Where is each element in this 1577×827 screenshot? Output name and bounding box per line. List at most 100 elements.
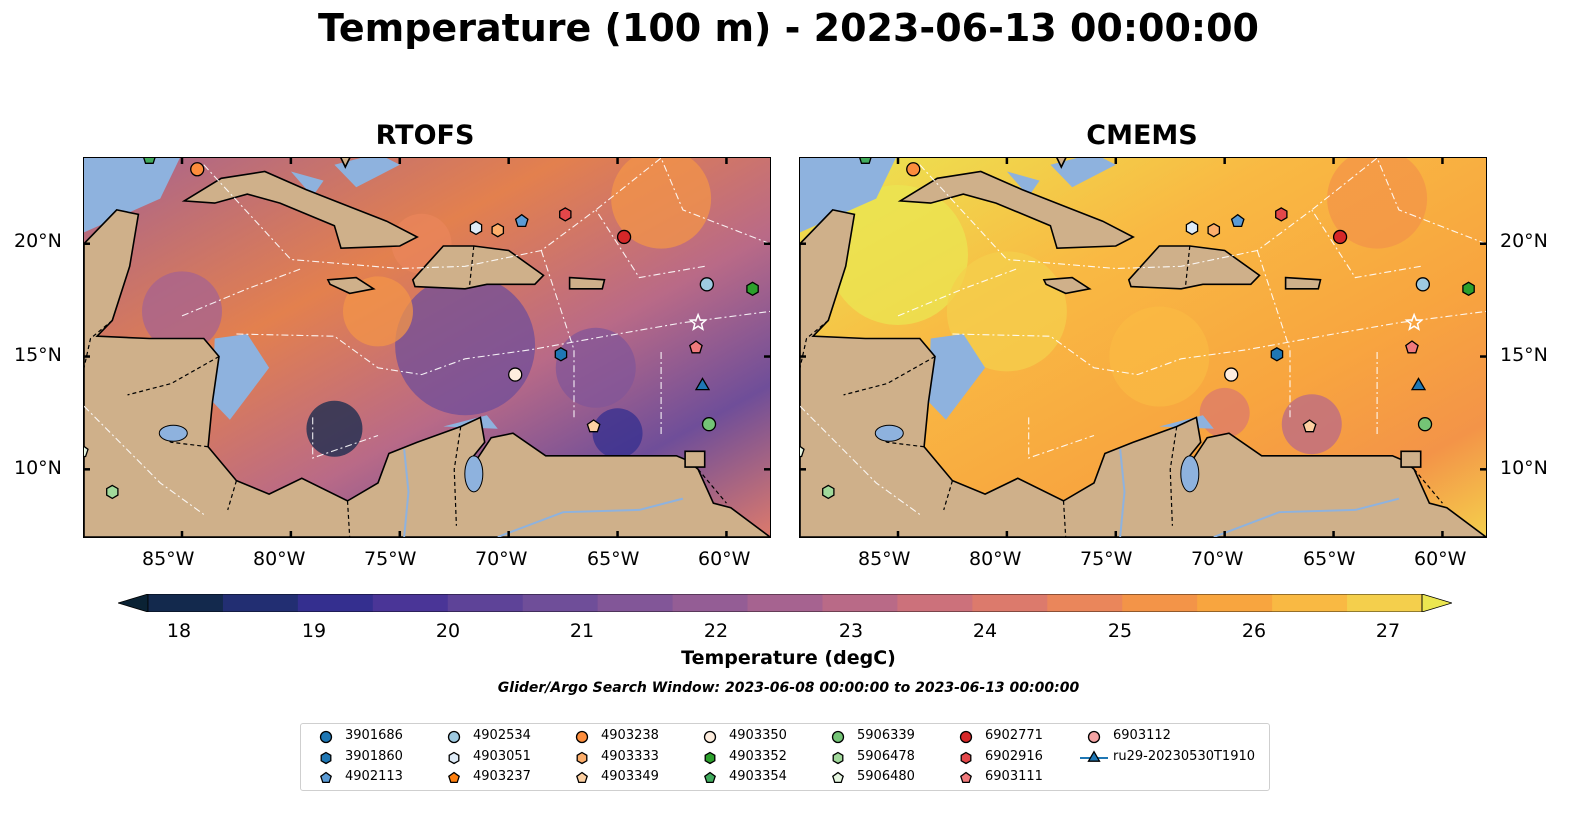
legend-marker[interactable]: [704, 771, 716, 784]
colorbar-tick-label: 25: [1107, 620, 1133, 642]
colorbar-segment: [1197, 594, 1273, 612]
float-marker-4903333[interactable]: [1207, 222, 1221, 238]
float-marker-4903238[interactable]: [906, 162, 921, 177]
land-mass: [181, 170, 419, 250]
float-marker-5906478[interactable]: [822, 484, 835, 500]
float-marker-4903350[interactable]: [508, 367, 523, 382]
legend-marker[interactable]: [576, 751, 588, 764]
float-marker-6902771[interactable]: [616, 229, 632, 245]
colorbar-segment: [597, 594, 674, 612]
float-marker-5906480[interactable]: [800, 445, 805, 458]
float-marker-5906339[interactable]: [1417, 417, 1433, 432]
land-mass: [568, 276, 606, 290]
float-marker-6903111[interactable]: [689, 340, 703, 354]
float-marker-6903111[interactable]: [1405, 340, 1419, 354]
legend-marker[interactable]: [319, 730, 333, 744]
legend-marker[interactable]: [320, 751, 332, 764]
legend-marker[interactable]: [959, 730, 973, 744]
float-marker-4903354[interactable]: [859, 158, 872, 164]
colorbar-tick-label: 24: [972, 620, 998, 642]
map-panel-rtofs[interactable]: [83, 157, 771, 538]
float-marker-4903349[interactable]: [586, 419, 601, 433]
lon-label: 85°W: [858, 548, 911, 570]
legend-marker[interactable]: [960, 771, 972, 784]
legend-marker[interactable]: [832, 771, 844, 784]
lon-label: 65°W: [587, 548, 640, 570]
legend-marker[interactable]: [448, 771, 460, 784]
colorbar-tick-label: 19: [301, 620, 327, 642]
legend-marker[interactable]: [703, 730, 717, 744]
float-marker-4903354[interactable]: [143, 158, 156, 164]
map-panel-cmems[interactable]: [799, 157, 1487, 538]
float-marker-4903350[interactable]: [1224, 367, 1239, 382]
legend-label: 4903237: [473, 769, 531, 784]
float-marker-4903051[interactable]: [469, 220, 483, 236]
float-marker-3901860[interactable]: [1270, 347, 1284, 362]
float-marker-6902916[interactable]: [559, 207, 572, 222]
colorbar-segment: [822, 594, 898, 612]
float-marker-ru29-20230530T1910[interactable]: [1410, 377, 1427, 391]
float-marker-6902916[interactable]: [1275, 207, 1288, 222]
lake: [1180, 455, 1200, 493]
legend-marker[interactable]: [1087, 730, 1101, 744]
eez-boundary: [919, 158, 1378, 270]
legend-marker[interactable]: [447, 730, 461, 744]
legend-marker[interactable]: [831, 730, 845, 744]
colorbar-segment: [222, 594, 299, 612]
float-marker-4903352[interactable]: [746, 281, 759, 297]
float-marker-4903333[interactable]: [491, 222, 505, 238]
colorbar-segment: [972, 594, 1048, 612]
legend-marker[interactable]: [704, 751, 716, 764]
legend-marker[interactable]: [576, 771, 588, 784]
float-marker-4902534[interactable]: [1415, 277, 1430, 292]
float-marker-ru29-20230530T1910[interactable]: [694, 377, 711, 391]
panel-title-rtofs: RTOFS: [375, 120, 475, 151]
eez-boundary: [203, 158, 662, 270]
country-border: [346, 500, 351, 537]
country-border: [1062, 500, 1067, 537]
legend-label: 3901686: [345, 728, 403, 743]
eez-boundary: [540, 250, 575, 420]
legend-label: 6903111: [985, 769, 1043, 784]
float-marker-4903051[interactable]: [1185, 220, 1199, 236]
legend-label: 5906339: [857, 728, 915, 743]
float-marker-4903238[interactable]: [190, 162, 205, 177]
shelf-area: [1050, 158, 1116, 188]
eez-boundary: [660, 158, 770, 245]
float-marker-4902113[interactable]: [514, 213, 529, 228]
country-border: [127, 356, 220, 396]
legend-marker[interactable]: [448, 751, 460, 764]
country-border: [1413, 468, 1443, 504]
eez-boundary: [1028, 417, 1095, 459]
legend-marker[interactable]: [960, 751, 972, 764]
legend-marker[interactable]: [1087, 749, 1101, 762]
float-marker-4903349[interactable]: [1302, 419, 1317, 433]
colorbar-segment: [297, 594, 374, 612]
float-marker-6902771[interactable]: [1332, 229, 1348, 245]
shelf-area: [84, 158, 180, 233]
float-marker-4902534[interactable]: [699, 277, 714, 292]
float-marker-3901860[interactable]: [554, 347, 568, 362]
legend-marker[interactable]: [832, 751, 844, 764]
eez-boundary: [595, 209, 705, 279]
legend: 3901686 3901860 4902113 4902534 4903051 49032…: [300, 723, 1270, 791]
land-mass: [684, 450, 706, 468]
legend-label: 4903354: [729, 769, 787, 784]
lon-label: 85°W: [142, 548, 195, 570]
legend-marker[interactable]: [320, 771, 332, 784]
float-marker-5906478[interactable]: [106, 484, 119, 500]
river: [1213, 497, 1400, 537]
eez-boundary: [800, 405, 921, 515]
float-marker-4902113[interactable]: [1230, 213, 1245, 228]
legend-marker[interactable]: [575, 730, 589, 744]
river: [1119, 448, 1126, 537]
legend-label: 4903051: [473, 748, 531, 764]
colorbar-tick-label: 26: [1241, 620, 1267, 642]
float-marker-5906480[interactable]: [84, 445, 89, 458]
lon-label: 60°W: [698, 548, 751, 570]
land-mass: [340, 158, 351, 169]
lake: [874, 424, 904, 442]
float-marker-4903352[interactable]: [1462, 281, 1475, 297]
float-marker-5906339[interactable]: [701, 417, 717, 432]
legend-label: 6902771: [985, 728, 1043, 743]
